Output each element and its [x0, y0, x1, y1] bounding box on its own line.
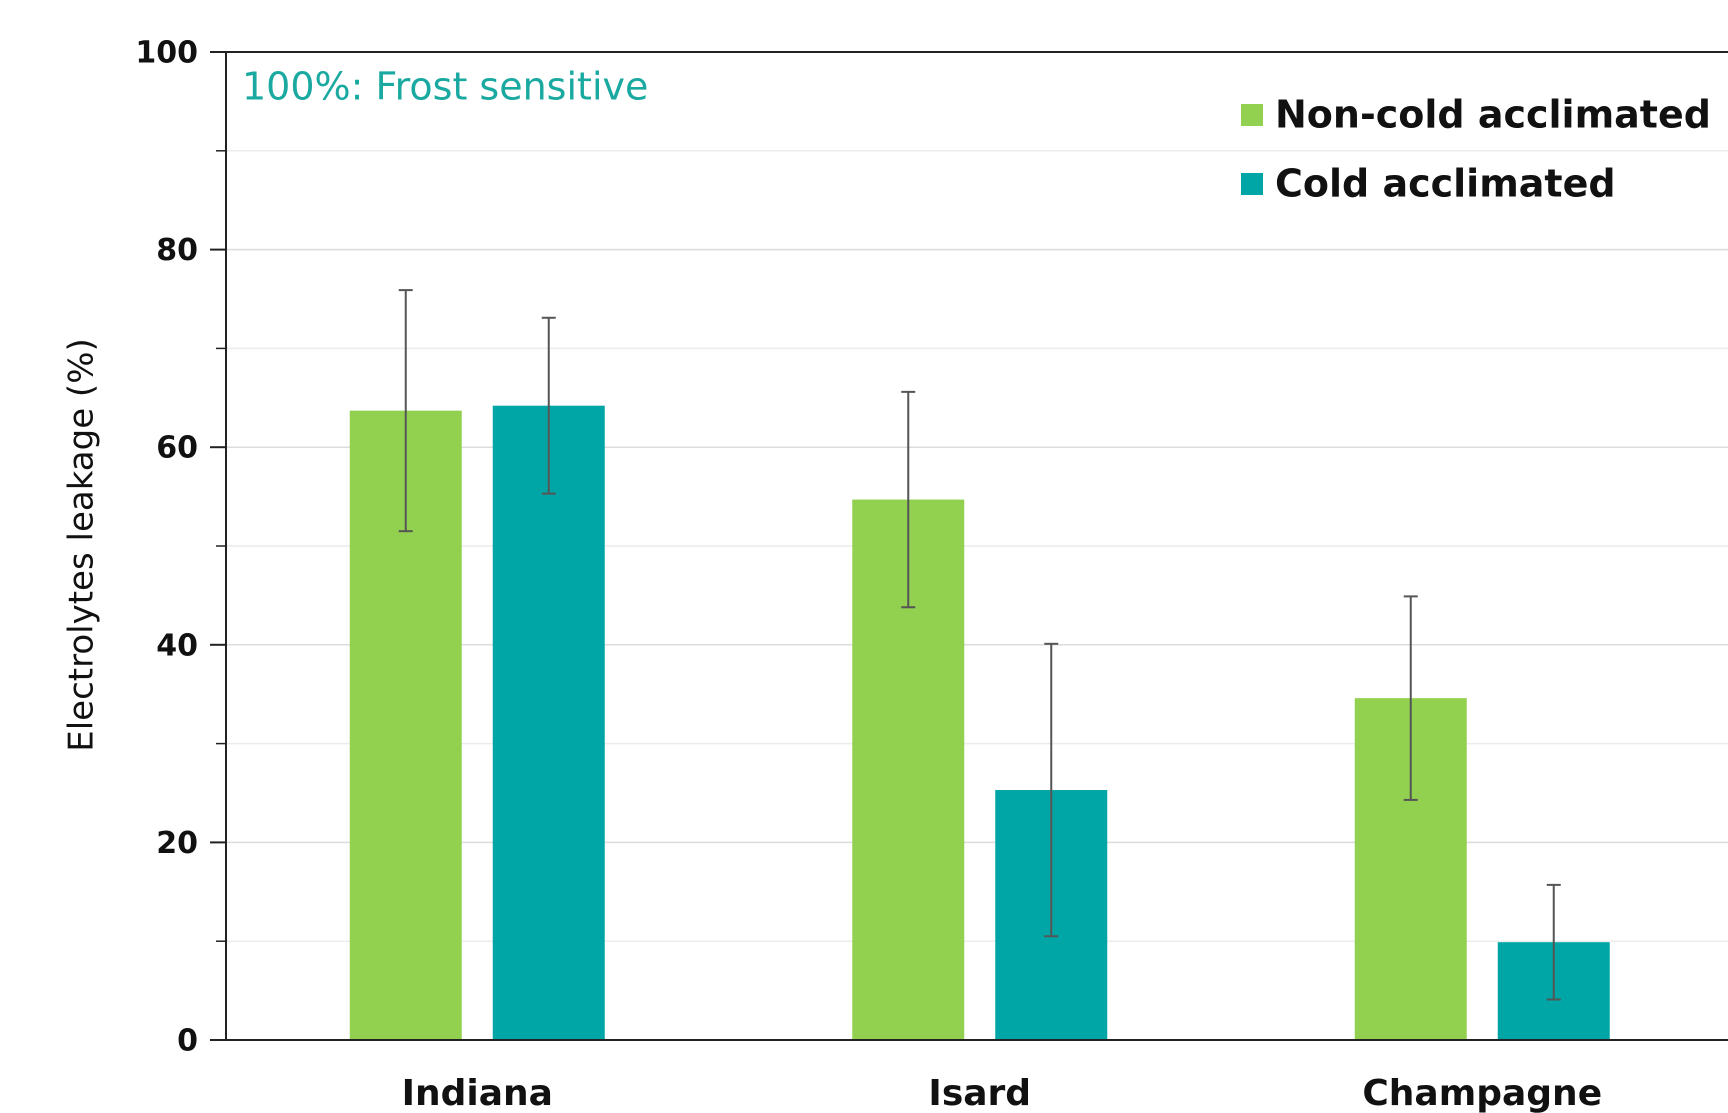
y-axis-label: Electrolytes leakage (%) [62, 338, 102, 752]
error-bar [541, 316, 556, 495]
annotation: 100%: Frost sensitive [242, 65, 648, 109]
error-bar [901, 390, 916, 609]
legend-swatch [1241, 104, 1263, 126]
legend-label: Cold acclimated [1275, 162, 1616, 206]
x-tick-label: Isard [928, 1073, 1031, 1113]
bar [492, 405, 605, 1041]
y-tick-label: 20 [156, 826, 198, 861]
legend-swatch [1241, 173, 1263, 195]
x-tick-label: Indiana [402, 1073, 553, 1113]
y-tick-label: 80 [156, 233, 198, 268]
y-tick-label: 60 [156, 431, 198, 466]
error-bar [1546, 883, 1561, 1001]
error-bar [1403, 595, 1418, 801]
y-tick-label: 40 [156, 628, 198, 663]
error-bar [1044, 642, 1059, 938]
error-bar [398, 289, 413, 533]
y-tick-label: 0 [177, 1024, 198, 1059]
x-tick-label: Champagne [1362, 1073, 1602, 1113]
y-tick-label: 100 [135, 36, 198, 71]
legend-label: Non-cold acclimated [1275, 93, 1711, 137]
